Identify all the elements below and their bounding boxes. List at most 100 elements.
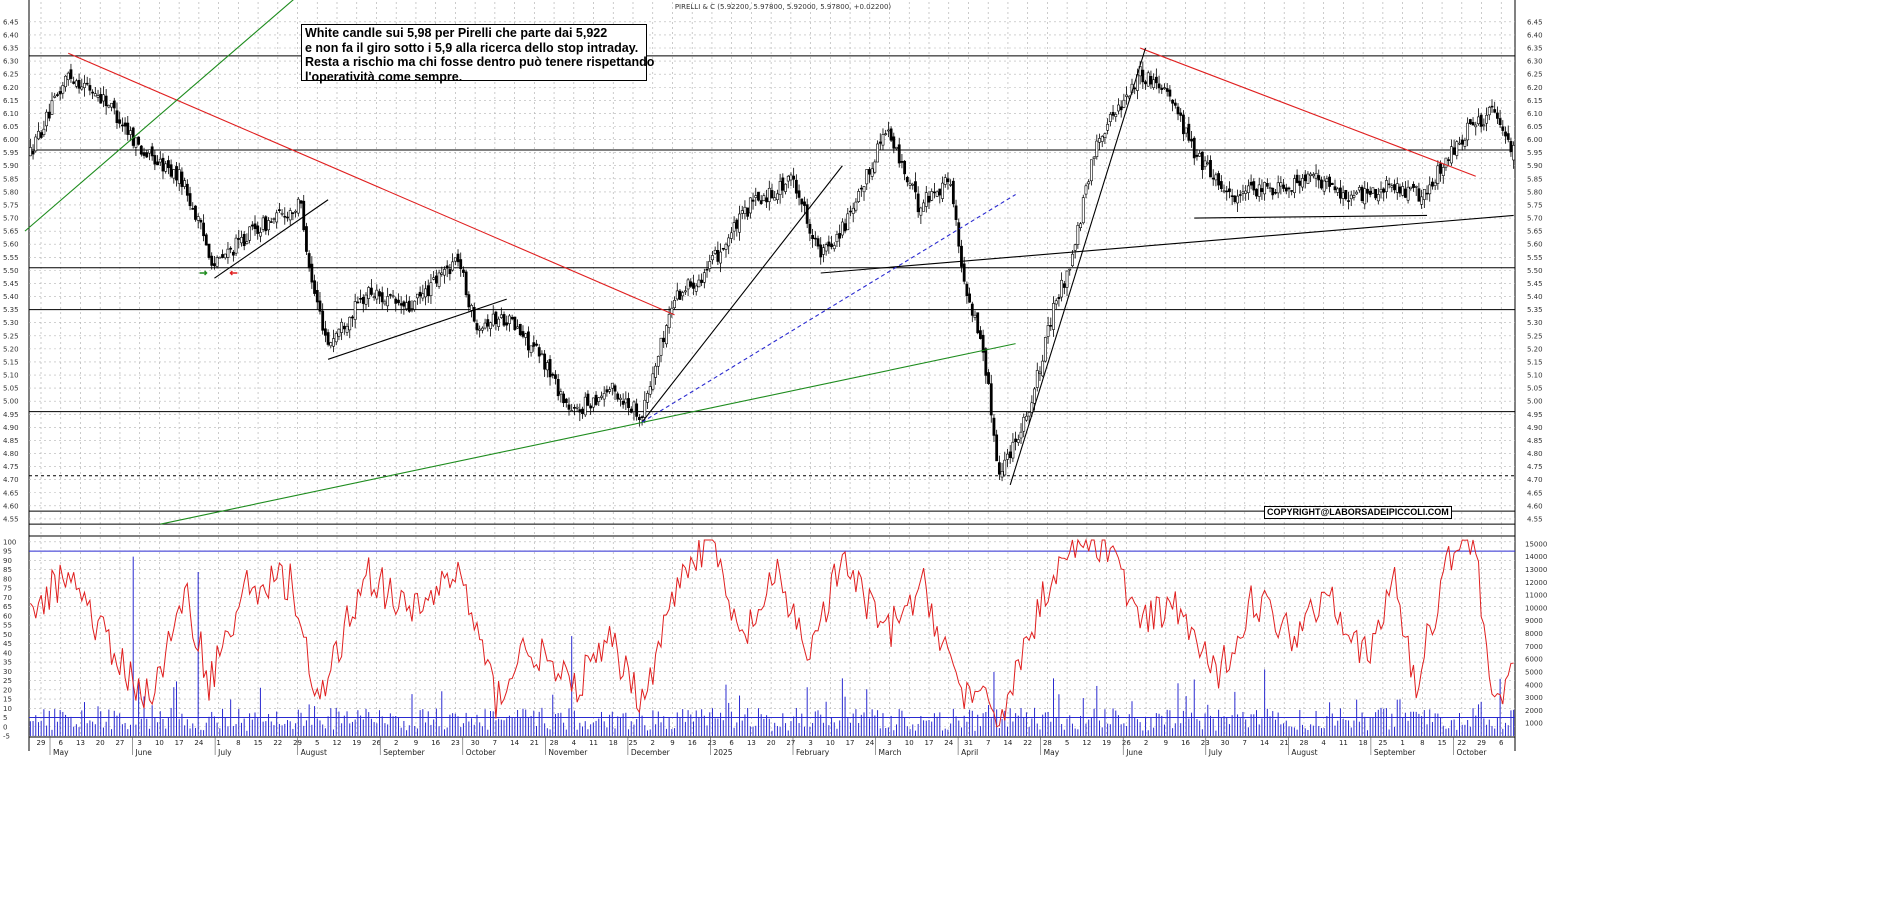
copyright-label: COPYRIGHT@LABORSADEIPICCOLI.COM bbox=[1264, 506, 1452, 519]
candle-body bbox=[1222, 190, 1226, 193]
price-tick-right: 4.70 bbox=[1527, 476, 1543, 484]
volume-tick: 6000 bbox=[1525, 656, 1543, 664]
candle-body bbox=[1409, 186, 1413, 190]
candle-body bbox=[851, 207, 855, 214]
candle-body bbox=[470, 305, 473, 311]
price-tick-right: 5.15 bbox=[1527, 358, 1543, 366]
candle-body bbox=[570, 410, 574, 412]
candle-body bbox=[1119, 106, 1123, 111]
price-tick-right: 5.90 bbox=[1527, 162, 1543, 170]
candle-body bbox=[104, 95, 108, 107]
price-tick-left: 5.20 bbox=[3, 345, 19, 353]
candle-body bbox=[965, 283, 969, 296]
price-tick-right: 5.70 bbox=[1527, 215, 1543, 223]
candle-body bbox=[183, 180, 187, 187]
candle-body bbox=[700, 279, 704, 283]
candle-body bbox=[1133, 87, 1137, 90]
trendline bbox=[1009, 47, 1147, 486]
candle-body bbox=[145, 152, 149, 158]
candle-body bbox=[150, 146, 154, 157]
candle-body bbox=[1352, 195, 1356, 198]
candle-body bbox=[1195, 154, 1199, 157]
candle-body bbox=[1306, 173, 1310, 184]
date-tick: 8 bbox=[236, 739, 240, 747]
price-tick-left: 5.10 bbox=[3, 372, 19, 380]
candle-body bbox=[979, 330, 982, 339]
price-tick-right: 5.05 bbox=[1527, 385, 1543, 393]
candle-body bbox=[1479, 114, 1483, 127]
candle-body bbox=[424, 288, 427, 298]
candle-body bbox=[548, 359, 552, 378]
candle-body bbox=[372, 296, 376, 299]
oscillator-tick: 40 bbox=[3, 649, 12, 657]
price-tick-left: 5.75 bbox=[3, 201, 19, 209]
candle-body bbox=[218, 256, 222, 259]
candle-body bbox=[315, 290, 319, 303]
candle-body bbox=[359, 298, 362, 300]
candle-body bbox=[914, 181, 917, 193]
axes: 6.45 6.45 6.40 6.40 6.35 6.35 6.30 6.30 6.25 6.25… bbox=[3, 18, 1547, 757]
candle-body bbox=[120, 124, 124, 127]
candle-body bbox=[459, 259, 463, 270]
oscillator-tick: 15 bbox=[3, 696, 12, 704]
price-tick-right: 5.30 bbox=[1527, 319, 1543, 327]
candle-body bbox=[930, 191, 934, 201]
candle-body bbox=[938, 188, 942, 196]
candle-body bbox=[1276, 182, 1280, 194]
price-tick-right: 5.65 bbox=[1527, 228, 1543, 236]
price-tick-left: 6.10 bbox=[3, 110, 19, 118]
candle-body bbox=[234, 237, 238, 254]
price-tick-left: 4.95 bbox=[3, 411, 19, 419]
candle-body bbox=[1035, 370, 1039, 388]
candle-body bbox=[738, 213, 741, 233]
price-tick-right: 4.85 bbox=[1527, 437, 1543, 445]
candle-body bbox=[1295, 174, 1299, 183]
date-tick: 8 bbox=[1420, 739, 1424, 747]
candle-body bbox=[1125, 94, 1128, 97]
candle-body bbox=[1274, 192, 1277, 194]
date-tick: 22 bbox=[1457, 739, 1466, 747]
price-tick-right: 5.55 bbox=[1527, 254, 1543, 262]
candle-body bbox=[832, 245, 836, 250]
candle-body bbox=[721, 247, 725, 250]
price-tick-right: 4.60 bbox=[1527, 502, 1543, 510]
price-tick-right: 5.10 bbox=[1527, 372, 1543, 380]
candle-body bbox=[1493, 109, 1497, 113]
candle-body bbox=[1436, 165, 1440, 184]
oscillator-tick: 0 bbox=[3, 723, 7, 731]
candle-body bbox=[1079, 223, 1082, 228]
month-tick: June bbox=[135, 748, 153, 757]
date-tick: 21 bbox=[530, 739, 539, 747]
candle-body bbox=[1406, 186, 1410, 201]
price-tick-right: 5.85 bbox=[1527, 175, 1543, 183]
candle-body bbox=[1257, 184, 1261, 197]
candle-body bbox=[1084, 185, 1088, 195]
candle-body bbox=[93, 93, 97, 97]
candle-body bbox=[808, 224, 812, 234]
price-tick-right: 4.90 bbox=[1527, 424, 1543, 432]
candle-body bbox=[897, 144, 901, 164]
candle-body bbox=[434, 275, 438, 284]
candle-body bbox=[294, 210, 298, 213]
candle-body bbox=[1422, 188, 1426, 200]
candle-body bbox=[1303, 174, 1307, 182]
candle-body bbox=[299, 200, 303, 204]
candle-body bbox=[1504, 131, 1507, 137]
candle-body bbox=[1403, 188, 1407, 198]
candle-body bbox=[976, 312, 980, 334]
candle-body bbox=[88, 85, 92, 91]
month-tick: October bbox=[466, 748, 497, 757]
price-tick-right: 5.45 bbox=[1527, 280, 1543, 288]
candle-body bbox=[692, 282, 695, 289]
price-tick-left: 5.30 bbox=[3, 319, 19, 327]
trendline bbox=[820, 214, 1514, 274]
trendline bbox=[24, 0, 294, 232]
candle-body bbox=[248, 226, 251, 241]
price-tick-right: 5.35 bbox=[1527, 306, 1543, 314]
candle-body bbox=[137, 136, 141, 145]
candle-body bbox=[129, 130, 132, 135]
candle-body bbox=[1471, 122, 1475, 126]
price-tick-right: 6.20 bbox=[1527, 84, 1543, 92]
candle-body bbox=[754, 195, 758, 198]
trendline bbox=[68, 52, 675, 316]
